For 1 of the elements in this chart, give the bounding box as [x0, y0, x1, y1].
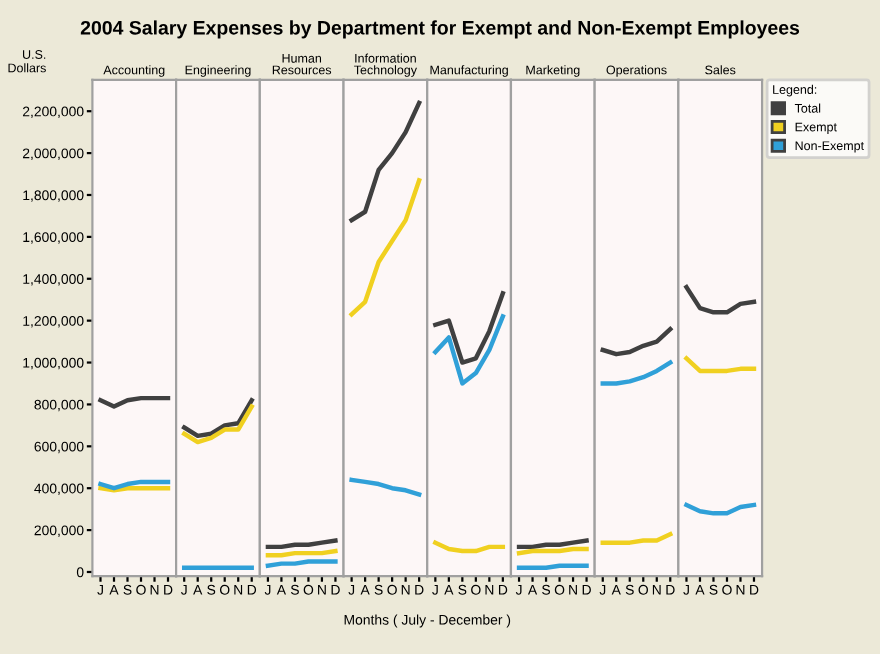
text: 2004 Salary Expenses by Department for Exempt and Non-Exempt Employees	[80, 20, 800, 39]
